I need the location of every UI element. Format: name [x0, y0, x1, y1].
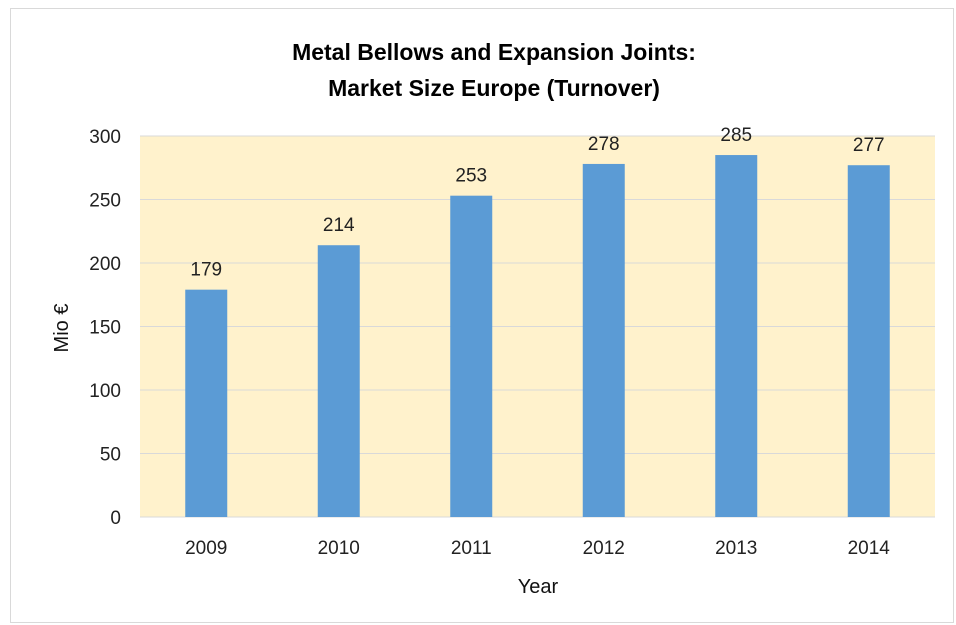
y-tick-label: 150	[89, 318, 121, 339]
chart-title-line-1: Metal Bellows and Expansion Joints:	[292, 39, 696, 65]
x-tick-label-2012: 2012	[583, 538, 625, 559]
chart-title-line-2: Market Size Europe (Turnover)	[328, 75, 660, 101]
bar-2010	[317, 245, 360, 517]
data-label-2012: 278	[588, 134, 620, 155]
y-tick-label: 0	[110, 508, 121, 529]
bar-2014	[847, 165, 890, 517]
bar-2013	[715, 155, 758, 518]
y-tick-label: 200	[89, 254, 121, 275]
x-tick-label-2010: 2010	[318, 538, 360, 559]
data-label-2013: 285	[720, 125, 752, 146]
y-tick-label: 250	[89, 191, 121, 212]
y-axis-ticks: 0 50 100 150 200 250 300	[89, 127, 121, 529]
x-tick-label-2013: 2013	[715, 538, 757, 559]
y-tick-label: 50	[100, 445, 121, 466]
bar-2009	[185, 289, 228, 517]
x-tick-label-2009: 2009	[185, 538, 227, 559]
bar-2011	[450, 195, 493, 517]
x-axis-label: Year	[518, 576, 559, 598]
data-label-2009: 179	[190, 260, 222, 281]
y-axis-label: Mio €	[51, 304, 73, 353]
bars	[185, 155, 890, 518]
x-tick-label-2011: 2011	[451, 538, 492, 559]
y-tick-label: 100	[89, 381, 121, 402]
data-labels: 179 214 253 278 285 277	[190, 125, 884, 281]
data-label-2011: 253	[455, 166, 487, 187]
y-tick-label: 300	[89, 127, 121, 148]
x-axis-ticks: 2009 2010 2011 2012 2013 2014	[185, 538, 890, 559]
data-label-2010: 214	[323, 215, 355, 236]
bar-2012	[582, 163, 625, 517]
gridlines	[140, 135, 935, 518]
data-label-2014: 277	[853, 135, 885, 156]
x-tick-label-2014: 2014	[848, 538, 891, 559]
